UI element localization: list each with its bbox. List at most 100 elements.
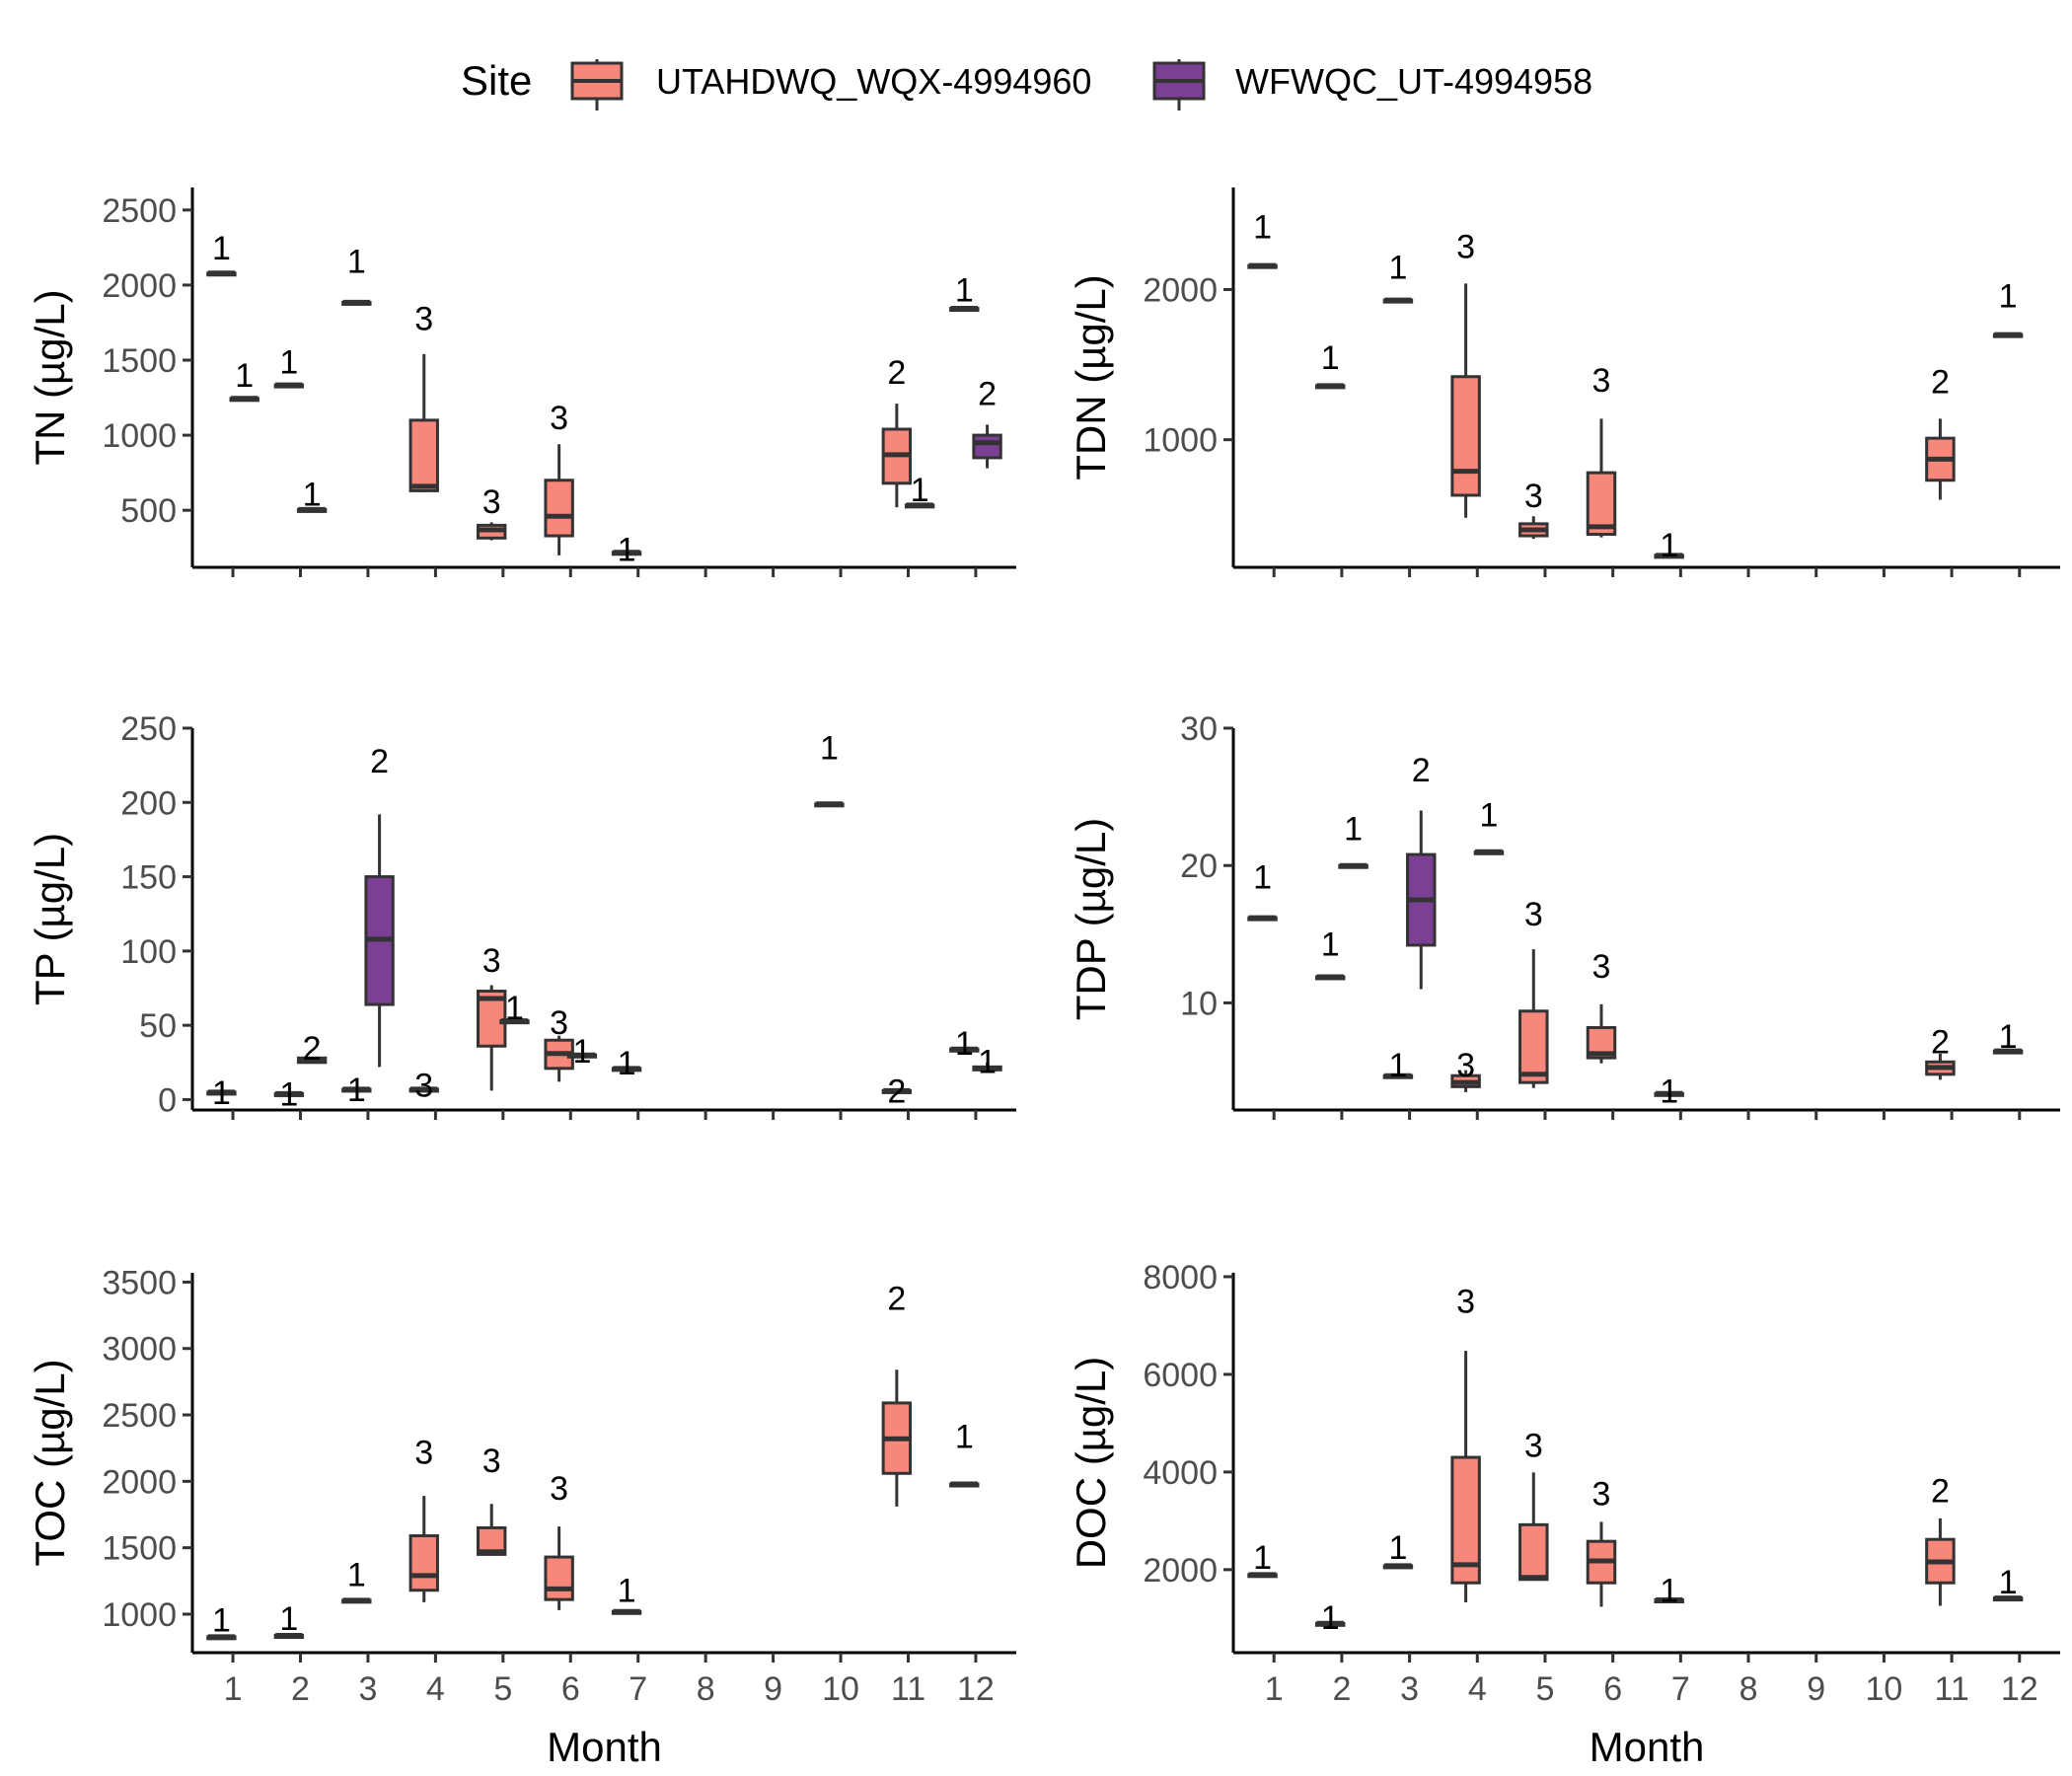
box-month-12-site-1: 1: [949, 271, 980, 312]
box-month-5-site-1: 3: [477, 1443, 507, 1556]
sample-count-label: 1: [820, 730, 839, 768]
x-tick-label: 3: [1400, 1670, 1419, 1708]
legend-label-site-b: WFWQC_UT-4994958: [1235, 61, 1592, 102]
sample-count-label: 1: [1660, 1073, 1678, 1111]
sample-count-label: 3: [1456, 1047, 1475, 1084]
x-tick-label: 11: [1934, 1670, 1968, 1708]
x-tick-label: 5: [1536, 1670, 1555, 1708]
sample-count-label: 3: [1524, 478, 1543, 515]
sample-count-label: 1: [212, 1601, 231, 1639]
box-month-2-site-1: 1: [1314, 926, 1346, 981]
sample-count-label: 1: [1388, 1529, 1407, 1567]
y-tick-label: 2000: [102, 1463, 177, 1501]
box-month-4-site-1: 3: [1450, 228, 1481, 518]
y-axis-label: TP (µg/L): [27, 833, 73, 1005]
sample-count-label: 1: [279, 1075, 298, 1113]
box-month-2-site-1: 1: [273, 344, 305, 389]
sample-count-label: 2: [1931, 1023, 1950, 1061]
sample-count-label: 3: [482, 942, 501, 980]
box-month-12-site-1: 1: [949, 1025, 980, 1063]
sample-count-label: 1: [1479, 797, 1498, 835]
sample-count-label: 3: [550, 1004, 568, 1042]
sample-count-label: 1: [1999, 1564, 2018, 1601]
y-tick-label: 250: [120, 710, 177, 748]
sample-count-label: 1: [1253, 858, 1272, 896]
box-body: [408, 418, 439, 492]
box-month-3-site-1: 1: [341, 244, 372, 306]
sample-count-label: 1: [303, 476, 322, 513]
y-tick-label: 1500: [102, 1530, 177, 1568]
y-axis-label: TDN (µg/L): [1068, 274, 1114, 481]
x-tick-label: 2: [291, 1670, 310, 1708]
x-tick-label: 9: [764, 1670, 782, 1708]
y-tick-label: 1000: [1143, 422, 1218, 460]
box-month-5-site-1: 3: [1518, 1428, 1549, 1582]
sample-count-label: 1: [1999, 1018, 2018, 1056]
x-tick-label: 2: [1332, 1670, 1351, 1708]
sample-count-label: 1: [618, 1573, 636, 1610]
box-month-7-site-1: 1: [1654, 1573, 1684, 1610]
box-month-12-site-1: 1: [1992, 1018, 2024, 1056]
box-month-4-site-1: 3: [1450, 1284, 1481, 1603]
y-tick-label: 2000: [1143, 1552, 1218, 1590]
sample-count-label: 1: [347, 244, 366, 281]
x-tick-label: 4: [426, 1670, 445, 1708]
box-month-7-site-1: 1: [1654, 1073, 1684, 1111]
y-tick-label: 8000: [1143, 1259, 1218, 1296]
x-tick-label: 1: [1265, 1670, 1284, 1708]
y-tick-label: 0: [158, 1081, 177, 1119]
sample-count-label: 2: [1412, 752, 1431, 789]
legend-label-site-a: UTAHDWQ_WQX-4994960: [656, 61, 1091, 102]
box-month-2-site-2: 1: [1338, 811, 1369, 869]
sample-count-label: 2: [887, 354, 906, 392]
box-month-5-site-2: 1: [499, 990, 530, 1027]
y-tick-label: 200: [120, 784, 177, 822]
x-tick-label: 11: [891, 1670, 925, 1708]
x-tick-label: 6: [561, 1670, 580, 1708]
sample-count-label: 1: [1253, 209, 1272, 247]
box-month-12-site-1: 1: [1992, 1564, 2024, 1601]
box-month-3-site-1: 1: [1382, 1529, 1414, 1570]
sample-count-label: 1: [1253, 1539, 1272, 1577]
box-month-1-site-1: 1: [1247, 209, 1278, 269]
legend-key-site-a: [570, 59, 624, 111]
panel-2: 1000 2000 TDN (µg/L) 1 1 1 3 3 3 1 2 1: [1068, 187, 2060, 577]
sample-count-label: 3: [1456, 228, 1475, 265]
x-tick-label: 9: [1807, 1670, 1825, 1708]
y-tick-label: 2000: [1143, 271, 1218, 309]
box-month-6-site-1: 3: [1586, 948, 1617, 1064]
y-axis-label: TOC (µg/L): [27, 1359, 73, 1566]
box-month-4-site-1: 3: [408, 300, 439, 492]
sample-count-label: 1: [235, 357, 254, 395]
box-month-2-site-1: 1: [1314, 339, 1346, 390]
sample-count-label: 1: [279, 344, 298, 382]
box-month-5-site-1: 3: [477, 942, 507, 1091]
x-tick-label: 5: [493, 1670, 512, 1708]
sample-count-label: 2: [370, 743, 389, 780]
box-month-6-site-2: 1: [566, 1033, 598, 1071]
panel-4: 10 20 30 TDP (µg/L) 1 1 1 1 2 3 1 3 3 1 2 1: [1068, 710, 2060, 1120]
y-tick-label: 6000: [1143, 1357, 1218, 1394]
sample-count-label: 1: [1321, 926, 1340, 964]
box-month-4-site-2: 1: [1473, 797, 1505, 855]
box-body: [1450, 1455, 1481, 1585]
sample-count-label: 3: [482, 1443, 501, 1480]
y-tick-label: 3500: [102, 1264, 177, 1301]
sample-count-label: 3: [550, 1470, 568, 1508]
box-month-11-site-1: 2: [1925, 1473, 1956, 1606]
sample-count-label: 2: [303, 1030, 322, 1068]
y-tick-label: 500: [120, 492, 177, 530]
y-tick-label: 2000: [102, 267, 177, 305]
box-month-12-site-1: 1: [1992, 278, 2024, 338]
box-month-1-site-1: 1: [206, 1074, 237, 1112]
box-month-11-site-2: 1: [904, 472, 935, 509]
y-tick-label: 1000: [102, 1596, 177, 1634]
box-month-3-site-1: 1: [1382, 1047, 1414, 1084]
x-axis-label: Month: [1590, 1724, 1705, 1770]
box-month-3-site-2: 2: [1406, 752, 1437, 990]
y-tick-label: 10: [1180, 985, 1218, 1022]
box-month-2-site-1: 1: [273, 1600, 305, 1639]
sample-count-label: 1: [1660, 527, 1678, 564]
sample-count-label: 1: [1388, 250, 1407, 287]
